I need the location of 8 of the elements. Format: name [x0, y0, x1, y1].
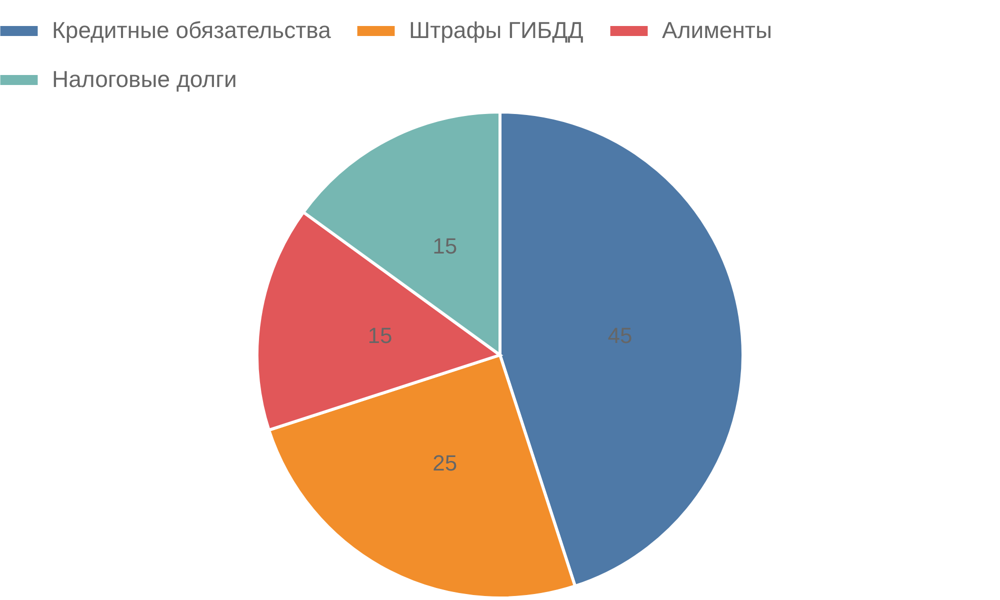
- legend-label: Штрафы ГИБДД: [409, 17, 584, 43]
- legend-label: Кредитные обязательства: [52, 17, 332, 43]
- data-label: 25: [432, 450, 458, 476]
- legend-label: Алименты: [662, 17, 772, 43]
- data-label: 15: [368, 322, 392, 348]
- data-label: 15: [432, 234, 458, 259]
- legend-label: Налоговые долги: [52, 66, 237, 92]
- data-label: 45: [608, 322, 632, 348]
